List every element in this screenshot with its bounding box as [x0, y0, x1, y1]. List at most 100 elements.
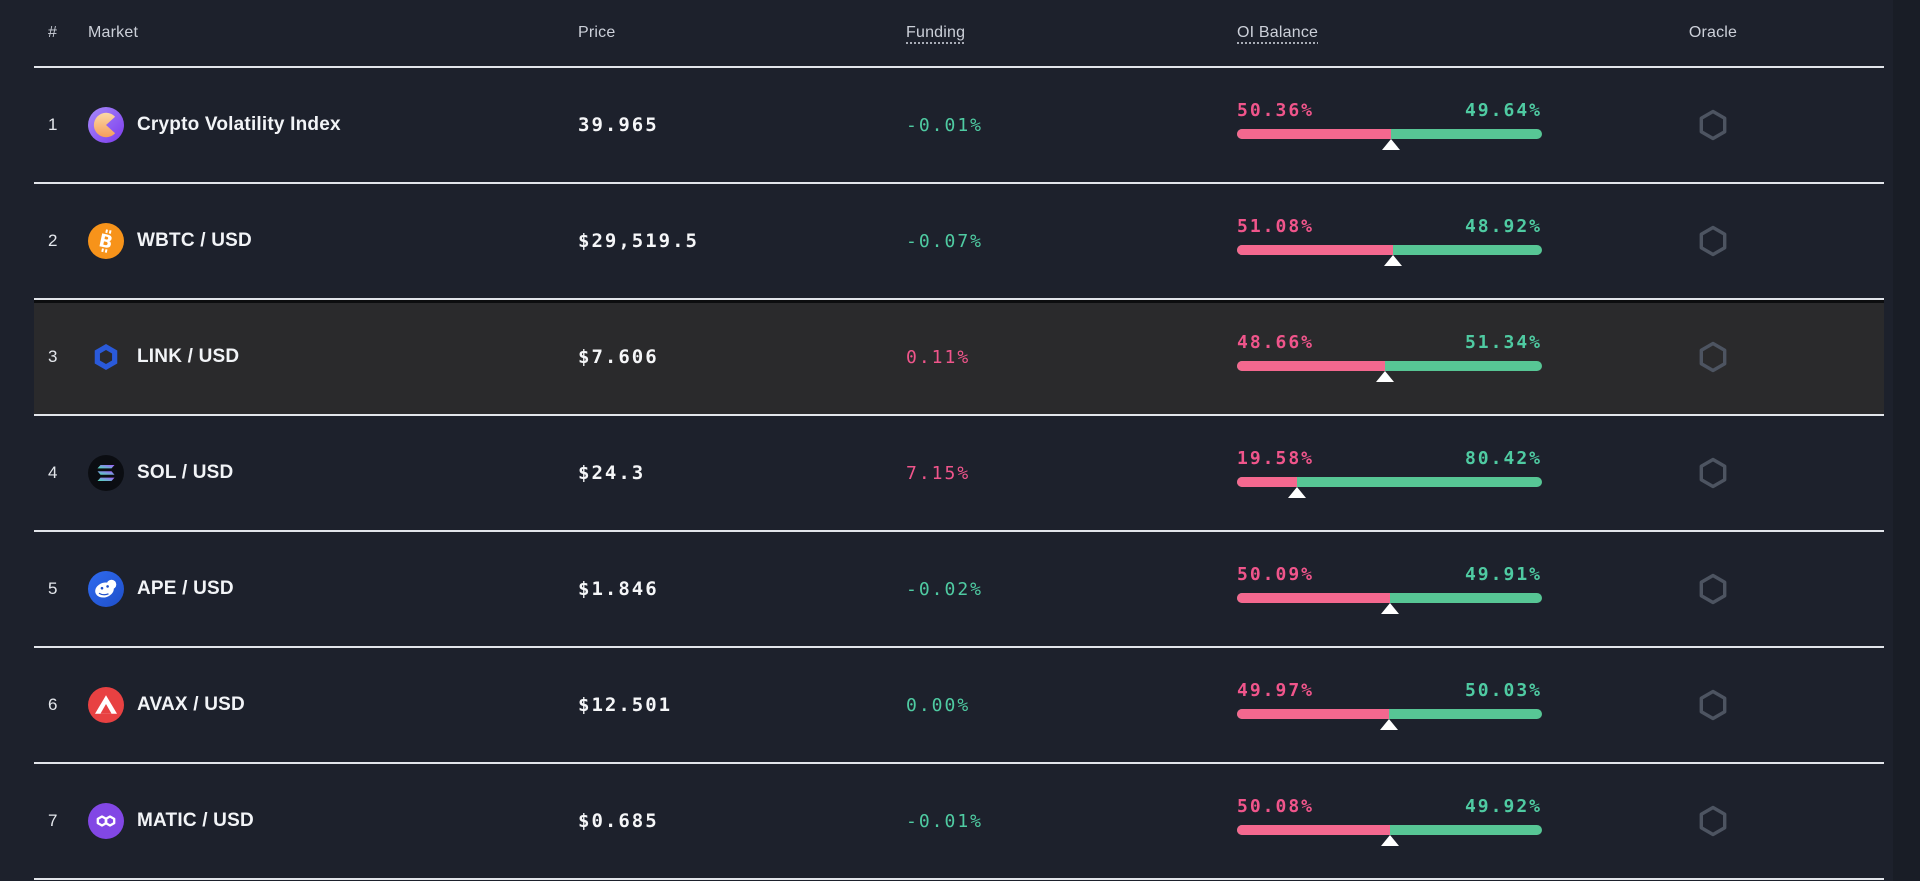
oi-balance: 50.08% 49.92% [1237, 796, 1542, 846]
market-name: WBTC / USD [137, 230, 252, 251]
oi-marker-triangle-icon [1287, 487, 1306, 498]
market-cell: AVAX / USD [88, 687, 578, 723]
oi-balance-bar [1237, 477, 1542, 498]
wbtc-bitcoin-icon: B [88, 223, 124, 259]
market-name: AVAX / USD [137, 694, 245, 715]
table-row-cvi[interactable]: 1 Crypto Volatility Index [34, 68, 1884, 184]
svg-text:B: B [97, 230, 115, 253]
rank: 3 [48, 347, 58, 366]
avalanche-icon [88, 687, 124, 723]
oi-balance: 50.36% 49.64% [1237, 100, 1542, 150]
oi-long-pct: 50.09% [1237, 564, 1315, 585]
oi-balance-bar [1237, 709, 1542, 730]
market-name: APE / USD [137, 578, 234, 599]
col-header-oracle: Oracle [1688, 24, 1738, 41]
funding-value: 0.11% [906, 346, 971, 368]
oi-balance: 50.09% 49.91% [1237, 564, 1542, 614]
rank: 7 [48, 811, 58, 830]
oi-long-pct: 19.58% [1237, 448, 1315, 469]
table-row-sol[interactable]: 4 SOL / USD $ [34, 416, 1884, 532]
oi-long-fill [1237, 825, 1390, 835]
oracle-cell[interactable] [1696, 572, 1730, 606]
market-name: SOL / USD [137, 462, 234, 483]
oracle-cell[interactable] [1696, 456, 1730, 490]
oi-long-fill [1237, 361, 1386, 371]
oracle-cell[interactable] [1696, 804, 1730, 838]
price: $12.501 [578, 694, 673, 716]
oi-balance-bar [1237, 593, 1542, 614]
oi-balance-bar [1237, 129, 1542, 150]
markets-table: # Market Price Funding OI Balance Oracle… [34, 0, 1884, 880]
market-cell: APE / USD [88, 571, 578, 607]
col-header-funding[interactable]: Funding [906, 24, 966, 41]
price: $29,519.5 [578, 230, 699, 252]
market-cell: Crypto Volatility Index [88, 107, 578, 143]
oi-long-fill [1237, 129, 1391, 139]
oi-marker-triangle-icon [1376, 371, 1395, 382]
rank: 2 [48, 231, 58, 250]
oi-long-fill [1237, 709, 1390, 719]
oi-balance-bar [1237, 825, 1542, 846]
chainlink-hexagon-icon [1699, 805, 1727, 837]
polygon-matic-icon [88, 803, 124, 839]
cvi-icon [88, 107, 124, 143]
oi-long-fill [1237, 593, 1390, 603]
funding-value: -0.02% [906, 578, 984, 600]
oi-marker-triangle-icon [1381, 139, 1400, 150]
market-name: Crypto Volatility Index [137, 114, 341, 135]
oi-marker-triangle-icon [1380, 603, 1399, 614]
price: $7.606 [578, 346, 659, 368]
apecoin-icon [88, 571, 124, 607]
oi-long-pct: 50.36% [1237, 100, 1315, 121]
rank: 1 [48, 115, 58, 134]
table-row-matic[interactable]: 7 MATIC / USD $0.685 -0.01% 50.08% 49.92… [34, 764, 1884, 880]
oi-balance-bar [1237, 361, 1542, 382]
oracle-cell[interactable] [1696, 340, 1730, 374]
scroll-gutter [1893, 0, 1920, 881]
market-cell: LINK / USD [88, 339, 578, 375]
oracle-cell[interactable] [1696, 688, 1730, 722]
table-row-ape[interactable]: 5 APE / USD $1.846 [34, 532, 1884, 648]
oi-short-pct: 51.34% [1464, 332, 1542, 353]
oracle-cell[interactable] [1696, 224, 1730, 258]
oi-marker-triangle-icon [1380, 719, 1399, 730]
table-row-wbtc[interactable]: 2 B WBTC / USD $29,519.5 -0.07% [34, 184, 1884, 300]
table-row-link[interactable]: 3 LINK / USD $7.606 0.11% 48.66% 51.34% [34, 300, 1884, 416]
oi-long-pct: 49.97% [1237, 680, 1315, 701]
col-header-rank: # [48, 24, 58, 41]
chainlink-hexagon-icon [1699, 689, 1727, 721]
rank: 5 [48, 579, 58, 598]
table-row-avax[interactable]: 6 AVAX / USD $12.501 0.00% 49.97% 50.03% [34, 648, 1884, 764]
market-name: MATIC / USD [137, 810, 254, 831]
oi-short-pct: 49.92% [1464, 796, 1542, 817]
oracle-cell[interactable] [1696, 108, 1730, 142]
oi-long-pct: 51.08% [1237, 216, 1315, 237]
chainlink-hexagon-icon [1699, 225, 1727, 257]
oi-balance: 51.08% 48.92% [1237, 216, 1542, 266]
oi-balance: 19.58% 80.42% [1237, 448, 1542, 498]
price: 39.965 [578, 114, 659, 136]
chainlink-hexagon-icon [1699, 109, 1727, 141]
oi-marker-triangle-icon [1383, 255, 1402, 266]
oi-long-fill [1237, 245, 1393, 255]
price: $24.3 [578, 462, 646, 484]
oi-long-pct: 50.08% [1237, 796, 1315, 817]
funding-value: 0.00% [906, 694, 971, 716]
oi-balance: 48.66% 51.34% [1237, 332, 1542, 382]
oi-balance: 49.97% 50.03% [1237, 680, 1542, 730]
funding-value: -0.01% [906, 114, 984, 136]
funding-value: 7.15% [906, 462, 971, 484]
rank: 4 [48, 463, 58, 482]
oi-balance-bar [1237, 245, 1542, 266]
market-cell: B WBTC / USD [88, 223, 578, 259]
chainlink-hexagon-icon [1699, 457, 1727, 489]
chainlink-hexagon-icon [1699, 341, 1727, 373]
chainlink-hexagon-icon [1699, 573, 1727, 605]
col-header-market: Market [88, 24, 139, 41]
price: $1.846 [578, 578, 659, 600]
chainlink-coin-icon [88, 339, 124, 375]
funding-value: -0.01% [906, 810, 984, 832]
funding-value: -0.07% [906, 230, 984, 252]
col-header-oi-balance[interactable]: OI Balance [1237, 24, 1319, 41]
oi-long-fill [1237, 477, 1297, 487]
